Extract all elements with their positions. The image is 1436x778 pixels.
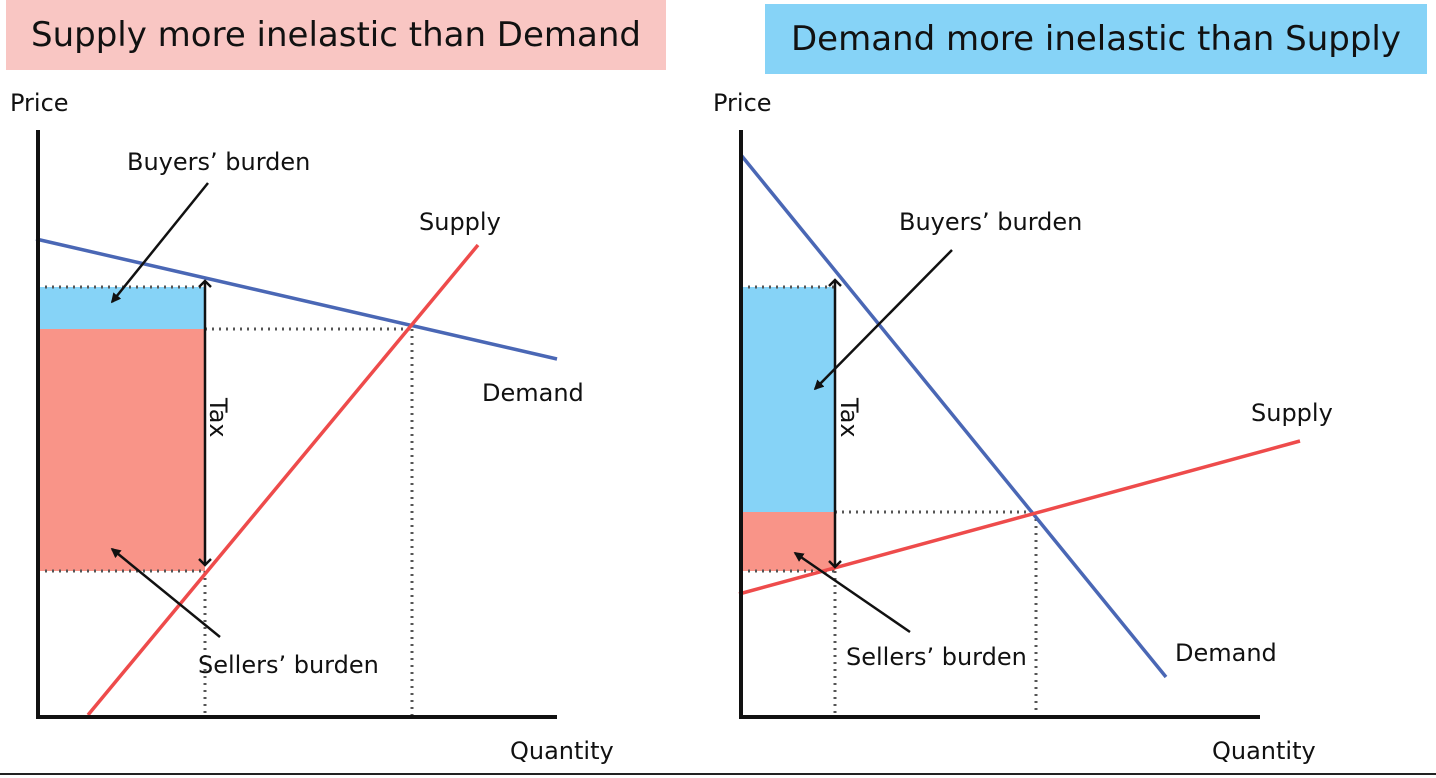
right-x-axis-label: Quantity	[1212, 737, 1316, 765]
left-buyers-burden-area	[38, 287, 205, 329]
right-sellers-burden-area	[741, 512, 835, 571]
left-sellers-burden-area	[38, 329, 205, 571]
right-buyers-burden-pointer	[813, 249, 953, 391]
bottom-divider	[0, 773, 1436, 775]
left-supply-label: Supply	[419, 208, 501, 236]
right-buyers-burden-label: Buyers’ burden	[899, 208, 1082, 236]
left-demand-curve	[35, 237, 558, 361]
left-guide-lines	[38, 285, 414, 717]
right-demand-curve	[739, 153, 1168, 679]
right-buyers-burden-area	[741, 287, 835, 512]
left-panel-title: Supply more inelastic than Demand	[6, 0, 666, 70]
left-buyers-burden-pointer	[110, 182, 209, 304]
right-supply-label: Supply	[1251, 399, 1333, 427]
right-panel-title: Demand more inelastic than Supply	[765, 4, 1427, 74]
left-sellers-burden-label: Sellers’ burden	[198, 651, 379, 679]
left-x-axis-label: Quantity	[510, 737, 614, 765]
left-sellers-burden-pointer	[110, 547, 221, 638]
left-tax-label: Tax	[204, 397, 232, 438]
right-tax-label: Tax	[835, 397, 863, 438]
left-buyers-burden-label: Buyers’ burden	[127, 148, 310, 176]
left-panel: Price Quantity Supply Demand Buyers’ bur…	[10, 89, 614, 765]
right-demand-label: Demand	[1175, 639, 1277, 667]
left-demand-label: Demand	[482, 379, 584, 407]
right-y-axis-label: Price	[713, 89, 772, 117]
left-y-axis-label: Price	[10, 89, 69, 117]
right-panel: Price Quantity Supply Demand Buyers’ bur…	[713, 89, 1333, 765]
right-sellers-burden-label: Sellers’ burden	[846, 643, 1027, 671]
left-supply-curve	[86, 243, 480, 717]
right-sellers-burden-pointer	[793, 551, 911, 634]
